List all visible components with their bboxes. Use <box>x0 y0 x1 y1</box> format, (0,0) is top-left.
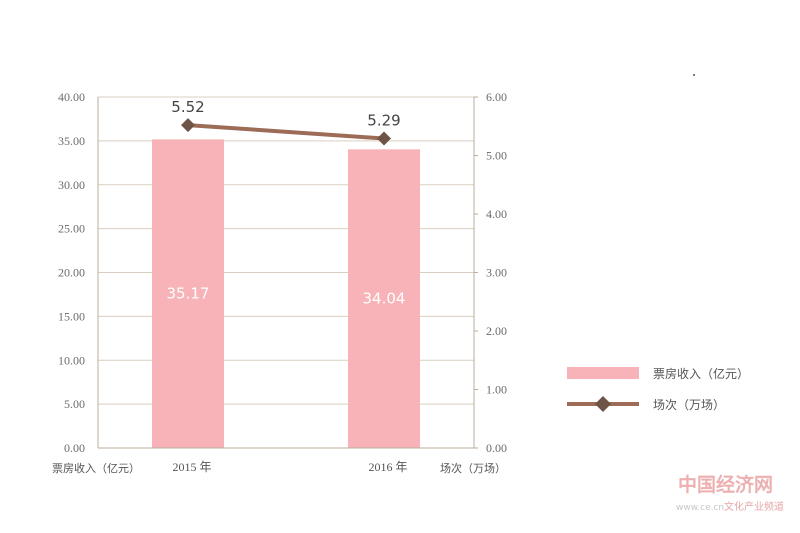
left-tick-label: 20.00 <box>58 266 85 280</box>
right-tick-label: 5.00 <box>486 149 507 163</box>
line-series: 5.52 5.29 <box>171 98 401 146</box>
watermark: 中国经济网 www.ce.cn 文化产业频道 <box>676 473 784 513</box>
bar <box>348 149 420 448</box>
watermark-logo: 中国经济网 <box>678 473 773 496</box>
bars: 35.17 34.04 <box>152 139 420 449</box>
right-tick-label: 0.00 <box>486 441 507 455</box>
legend-line-marker <box>595 396 611 412</box>
legend-bar-label: 票房收入（亿元） <box>653 366 749 381</box>
right-tick-label: 1.00 <box>486 383 507 397</box>
bar <box>152 139 224 449</box>
legend-line-label: 场次（万场） <box>653 398 725 412</box>
line-point-marker <box>181 118 195 133</box>
left-tick-label: 5.00 <box>64 397 85 411</box>
left-tick-label: 35.00 <box>58 134 85 148</box>
right-tick-label: 4.00 <box>486 207 507 221</box>
right-tick-label: 2.00 <box>486 324 507 338</box>
line-point-label: 5.29 <box>367 112 400 130</box>
left-tick-label: 40.00 <box>58 90 85 104</box>
legend-bar-swatch <box>567 367 639 379</box>
left-tick-label: 25.00 <box>58 222 85 236</box>
line-point-label: 5.52 <box>171 98 204 116</box>
right-axis-title: 场次（万场） <box>440 461 506 475</box>
left-tick-label: 30.00 <box>58 178 85 192</box>
line-point-marker <box>377 131 391 146</box>
right-tick-label: 3.00 <box>486 266 507 280</box>
left-axis-title: 票房收入（亿元） <box>52 461 140 475</box>
bar-value-label: 35.17 <box>167 285 210 303</box>
left-tick-label: 0.00 <box>64 441 85 455</box>
watermark-channel: 文化产业频道 <box>724 500 784 513</box>
left-tick-label: 10.00 <box>58 353 85 367</box>
watermark-url: www.ce.cn <box>676 503 724 513</box>
x-category-label: 2016 年 <box>368 460 407 474</box>
legend: 票房收入（亿元） 场次（万场） <box>567 366 749 412</box>
right-tick-label: 6.00 <box>486 90 507 104</box>
bar-value-label: 34.04 <box>363 290 406 308</box>
left-tick-label: 15.00 <box>58 309 85 323</box>
corner-dot <box>693 74 695 76</box>
axes: 0.00 5.00 10.00 15.00 20.00 25.00 30.00 35.00 40… <box>58 90 507 474</box>
series-line <box>187 123 385 141</box>
x-category-label: 2015 年 <box>172 460 211 474</box>
